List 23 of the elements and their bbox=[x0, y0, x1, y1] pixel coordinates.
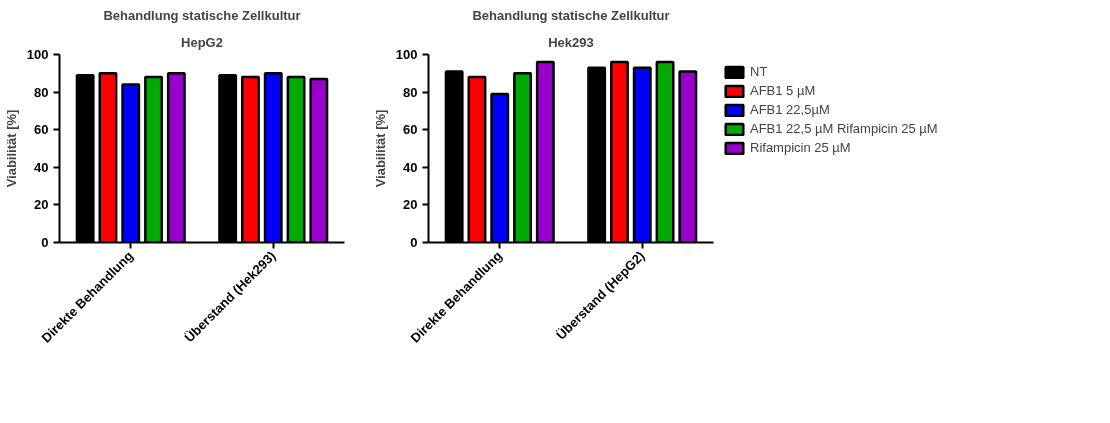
legend-label: AFB1 22,5 µM Rifampicin 25 µM bbox=[750, 121, 938, 136]
y-tick-label: 20 bbox=[403, 197, 418, 213]
y-tick-label: 80 bbox=[34, 84, 49, 100]
y-tick-label: 60 bbox=[34, 122, 49, 138]
y-axis-title: Viabilität [%] bbox=[3, 109, 19, 188]
chart-title: Behandlung statische Zellkultur bbox=[103, 7, 301, 23]
legend-label: AFB1 5 µM bbox=[750, 83, 816, 98]
y-tick-label: 60 bbox=[403, 122, 418, 138]
y-tick-label: 80 bbox=[403, 84, 418, 100]
y-tick-label: 100 bbox=[26, 47, 49, 62]
y-tick-label: 40 bbox=[34, 159, 49, 175]
legend-label: Rifampicin 25 µM bbox=[750, 140, 851, 155]
y-tick-label: 20 bbox=[34, 197, 49, 213]
y-axis-title: Viabilität [%] bbox=[372, 109, 388, 188]
chart-subtitle: Hek293 bbox=[548, 34, 594, 50]
y-tick-label: 0 bbox=[410, 235, 418, 250]
chart-title: Behandlung statische Zellkultur bbox=[472, 7, 670, 23]
legend-label: AFB1 22,5µM bbox=[750, 102, 830, 117]
legend-label: NT bbox=[750, 64, 769, 79]
y-tick-label: 100 bbox=[395, 47, 418, 62]
y-tick-label: 40 bbox=[403, 159, 418, 175]
chart-subtitle: HepG2 bbox=[181, 34, 223, 50]
y-tick-label: 0 bbox=[41, 235, 49, 250]
